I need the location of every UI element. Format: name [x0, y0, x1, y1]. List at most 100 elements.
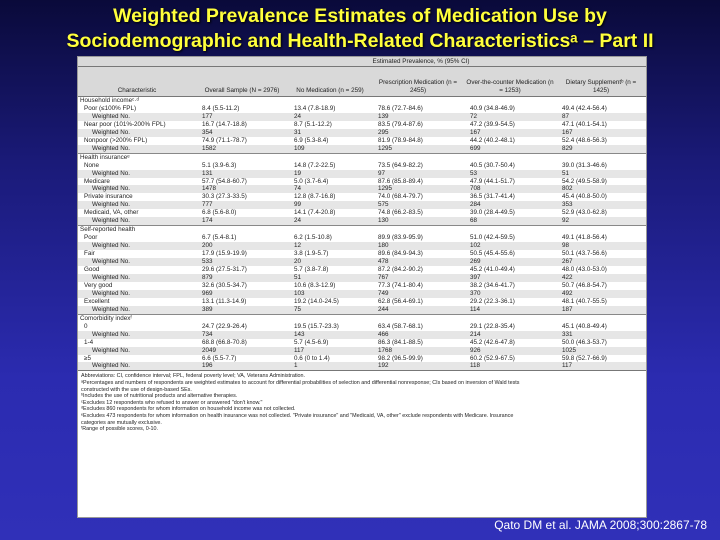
table-cell: 50.7 (46.8-54.7) [562, 281, 607, 289]
row-label: Weighted No. [78, 362, 196, 371]
table-cell: 1768 [372, 346, 464, 355]
table-cell: 130 [372, 217, 464, 226]
table-cell: 103 [288, 289, 372, 298]
table-cell: 478 [372, 258, 464, 267]
table-cell: 14.1 (7.4-20.8) [294, 209, 336, 217]
table-cell: 0.6 (0 to 1.4) [294, 354, 330, 362]
weighted-number-row: Weighted No. 777 99 575 284 353 [78, 201, 646, 210]
table-cell: 29.1 (22.8-35.4) [470, 322, 515, 330]
weighted-number-row: Weighted No. 196 1 192 118 117 [78, 362, 646, 371]
section-label: Comorbidity indexᶠ [78, 313, 646, 323]
table-cell: 389 [196, 305, 288, 315]
table-cell: 284 [464, 201, 556, 210]
table-cell: 10.6 (8.3-12.9) [294, 281, 336, 289]
table-cell: 48.0 (43.0-53.0) [562, 266, 607, 274]
table-cell: 708 [464, 185, 556, 194]
table-cell: 39.0 (31.3-46.6) [562, 161, 607, 169]
section-row: Comorbidity indexᶠ [78, 313, 646, 323]
row-label: Poor [84, 234, 98, 242]
table-row: Private insurance 30.3 (27.3-33.5) 12.8 (8… [78, 193, 646, 201]
table-cell: 492 [556, 289, 646, 298]
table-cell: 47.2 (39.9-54.5) [470, 120, 515, 128]
table-body: Household incomeᶜ·ᵈ Poor (≤100% FPL) 8.4 (… [78, 97, 646, 371]
table-cell: 24 [288, 112, 372, 121]
section-row: Self-reported health [78, 225, 646, 235]
table-cell: 187 [556, 305, 646, 315]
table-cell: 29.6 (27.5-31.7) [202, 266, 247, 274]
table-cell: 98 [556, 242, 646, 251]
table-cell: 12.8 (8.7-16.8) [294, 193, 336, 201]
column-header-row: Characteristic Overall Sample (N = 2976) N… [78, 66, 646, 97]
weighted-number-row: Weighted No. 533 20 478 269 267 [78, 258, 646, 267]
row-label: Private insurance [84, 193, 133, 201]
slide-title: Weighted Prevalence Estimates of Medicat… [0, 4, 720, 54]
table-cell: 267 [556, 258, 646, 267]
weighted-number-row: Weighted No. 200 12 180 102 98 [78, 242, 646, 251]
table-cell: 57.7 (54.8-60.7) [202, 177, 247, 185]
weighted-number-row: Weighted No. 131 19 97 53 51 [78, 169, 646, 178]
table-cell: 49.4 (42.4-56.4) [562, 104, 607, 112]
weighted-number-row: Weighted No. 354 31 295 167 167 [78, 128, 646, 137]
weighted-number-row: Weighted No. 1582 109 1295 699 829 [78, 144, 646, 154]
table-cell: 829 [556, 144, 646, 154]
row-label: Medicare [84, 177, 110, 185]
footnote: constructed with the use of design-based… [81, 386, 192, 393]
table-cell: 117 [288, 346, 372, 355]
table-row: Nonpoor (>200% FPL) 74.9 (71.1-78.7) 6.9 (… [78, 137, 646, 145]
row-label: Weighted No. [78, 144, 196, 154]
table-cell: 12 [288, 242, 372, 251]
table-cell: 969 [196, 289, 288, 298]
table-cell: 422 [556, 273, 646, 282]
table-cell: 926 [464, 346, 556, 355]
row-label: Weighted No. [78, 242, 196, 251]
table-cell: 200 [196, 242, 288, 251]
estimated-prevalence-header: Estimated Prevalence, % (95% CI) [196, 57, 646, 67]
table-cell: 49.1 (41.8-56.4) [562, 234, 607, 242]
row-label: Weighted No. [78, 128, 196, 137]
table-cell: 47.1 (40.1-54.1) [562, 120, 607, 128]
table-cell: 109 [288, 144, 372, 154]
table-cell: 87.6 (85.8-89.4) [378, 177, 423, 185]
table-cell: 6.2 (1.5-10.8) [294, 234, 332, 242]
table-cell: 52.9 (43.0-62.8) [562, 209, 607, 217]
table-cell: 879 [196, 273, 288, 282]
table-row: Medicaid, VA, other 6.8 (5.6-8.0) 14.1 (7.… [78, 209, 646, 217]
section-label: Health insuranceᵉ [78, 152, 646, 162]
table-cell: 8.4 (5.5-11.2) [202, 104, 240, 112]
table-cell: 51 [288, 273, 372, 282]
row-label: None [84, 161, 100, 169]
column-header: Dietary Supplementᵇ (n = 1425) [556, 66, 646, 97]
row-label: Weighted No. [78, 258, 196, 267]
section-row: Health insuranceᵉ [78, 152, 646, 162]
row-label: Medicaid, VA, other [84, 209, 139, 217]
row-label: Weighted No. [78, 201, 196, 210]
row-label: Near poor (101%-200% FPL) [84, 120, 166, 128]
table-cell: 214 [464, 330, 556, 339]
table-row: 0 24.7 (22.9-26.4) 19.5 (15.7-23.3) 63.4 (5… [78, 323, 646, 331]
table-cell: 3.8 (1.9-5.7) [294, 250, 329, 258]
table-cell: 353 [556, 201, 646, 210]
table-cell: 114 [464, 305, 556, 315]
table-row: Fair 17.9 (15.9-19.9) 3.8 (1.9-5.7) 89.6 (8… [78, 250, 646, 258]
table-cell: 78.6 (72.7-84.6) [378, 104, 423, 112]
row-label: Poor (≤100% FPL) [84, 104, 137, 112]
table-cell: 244 [372, 305, 464, 315]
table-cell: 74 [288, 185, 372, 194]
table-cell: 87 [556, 112, 646, 121]
table-cell: 52.4 (48.6-56.3) [562, 136, 607, 144]
table-cell: 68 [464, 217, 556, 226]
table-cell: 19.5 (15.7-23.3) [294, 322, 339, 330]
row-label: Nonpoor (>200% FPL) [84, 136, 148, 144]
table-cell: 1478 [196, 185, 288, 194]
table-cell: 533 [196, 258, 288, 267]
table-cell: 699 [464, 144, 556, 154]
table-row: Good 29.6 (27.5-31.7) 5.7 (3.8-7.8) 87.2 (8… [78, 266, 646, 274]
footnote: ᵉExcludes 473 respondents for whom infor… [81, 412, 514, 419]
table-cell: 74.0 (68.4-79.7) [378, 193, 423, 201]
table-cell: 62.8 (56.4-69.1) [378, 297, 423, 305]
table-cell: 397 [464, 273, 556, 282]
row-label: Excellent [84, 297, 110, 305]
table-cell: 59.8 (52.7-66.9) [562, 354, 607, 362]
table-cell: 51.0 (42.4-59.5) [470, 234, 515, 242]
table-cell: 180 [372, 242, 464, 251]
